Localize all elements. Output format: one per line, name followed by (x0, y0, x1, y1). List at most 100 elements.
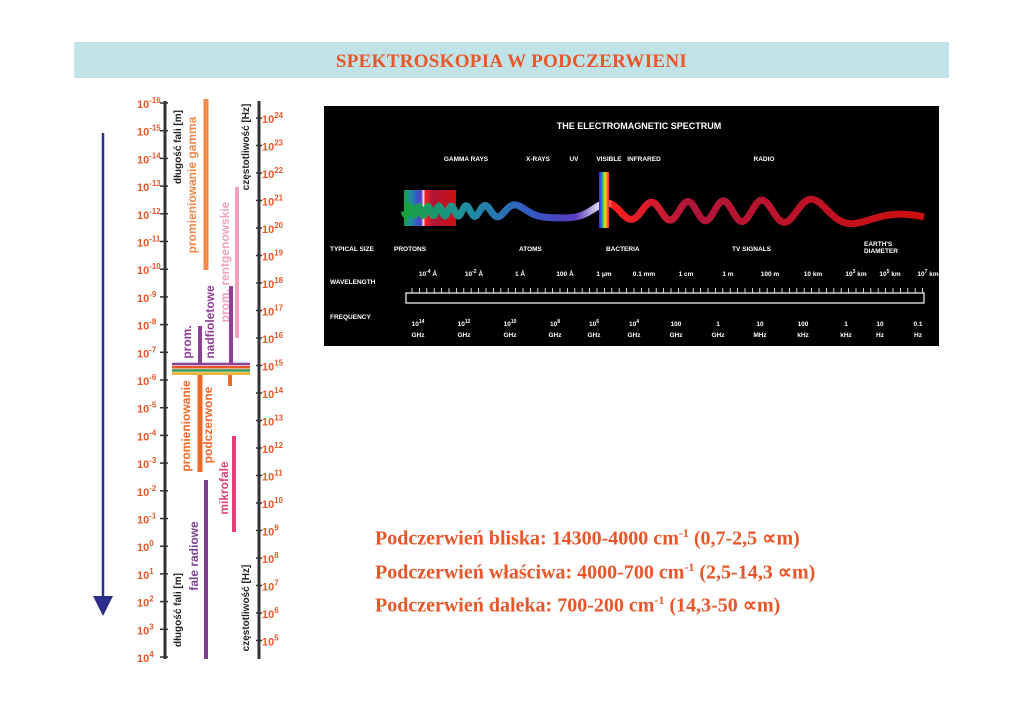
frequency-unit: Hz (914, 332, 923, 339)
wavelength-tick-label: 10-4 (137, 428, 157, 443)
wavelength-frequency-scale: 10-16 10-15 10-14 10-13 10-12 10-11 10-10 10-9 1… (93, 96, 284, 665)
wavelength-tick-label: 10-15 (137, 124, 161, 139)
wavelength-tick-label: 10-16 (137, 96, 161, 111)
wavelength-value: 1 m (722, 271, 733, 278)
wavelength-value: 100 m (761, 271, 780, 278)
frequency-value: 104 (629, 319, 639, 328)
frequency-tick-label: 1019 (262, 249, 284, 264)
frequency-tick-label: 1020 (262, 221, 284, 236)
visible-strip (599, 172, 609, 228)
ir-label-1: promieniowanie (179, 380, 193, 472)
wavelength-tick-label: 10-9 (137, 290, 157, 305)
frequency-row-label: FREQUENCY (330, 314, 371, 321)
xray-label: prom. rentgenowskie (218, 201, 232, 322)
em-spectrum-diagram: THE ELECTROMAGNETIC SPECTRUM GAMMA RAYS X-… (330, 121, 939, 339)
microwave-label: mikrofale (217, 461, 231, 515)
title-banner: SPEKTROSKOPIA W PODCZERWIENI (74, 42, 949, 78)
em-region-label: VISIBLE (596, 156, 622, 163)
wavelength-tick-label: 101 (137, 567, 154, 582)
page-title: SPEKTROSKOPIA W PODCZERWIENI (335, 51, 688, 72)
wavelength-value: 100 Å (556, 269, 574, 278)
frequency-tick-label: 1021 (262, 194, 284, 209)
em-spectrum-panel: THE ELECTROMAGNETIC SPECTRUM GAMMA RAYS X-… (324, 106, 939, 346)
typical-size-label: TYPICAL SIZE (330, 246, 375, 253)
uv-label: nadfioletowe (203, 285, 217, 359)
frequency-unit: GHz (712, 332, 726, 339)
wavelength-tick-label: 10-12 (137, 207, 161, 222)
wavelength-tick-label: 10-13 (137, 179, 161, 194)
wavelength-value: 10-2 Å (465, 269, 483, 278)
frequency-unit: kHz (797, 332, 809, 339)
frequency-tick-label: 1016 (262, 331, 284, 346)
ir-label-2: podczerwone (201, 386, 215, 463)
wavelength-tick-label: 10-8 (137, 318, 157, 333)
wavelength-value: 1 Å (515, 269, 525, 278)
frequency-tick-label: 107 (262, 579, 279, 594)
frequency-value: 100 (671, 321, 682, 328)
wavelength-axis-label-top: długość fali [m] (173, 110, 184, 184)
wavelength-tick-label: 10-7 (137, 345, 157, 360)
em-region-label: RADIO (754, 156, 775, 163)
wavelength-tick-label: 10-1 (137, 512, 157, 527)
ir-range-mid: Podczerwień właściwa: 4000-700 cm-1 (2,5… (375, 559, 816, 584)
size-label: EARTH'S (864, 241, 893, 248)
frequency-unit: GHz (670, 332, 684, 339)
frequency-value: 10 (876, 321, 884, 328)
frequency-tick-label: 105 (262, 634, 279, 649)
wavelength-value: 107 km (917, 269, 938, 278)
frequency-unit: GHz (504, 332, 518, 339)
wavelength-tick-label: 10-14 (137, 151, 161, 166)
wavelength-value: 105 km (879, 269, 900, 278)
frequency-value: 106 (589, 319, 599, 328)
wavelength-tick-label: 10-6 (137, 373, 157, 388)
wavelength-value: 10-4 Å (419, 269, 437, 278)
wavelength-axis-label-bottom: długość fali [m] (173, 573, 184, 647)
size-label: BACTERIA (606, 246, 640, 253)
frequency-value: 0.1 (913, 321, 922, 328)
wavelength-tick-label: 103 (137, 622, 154, 637)
frequency-tick-label: 1010 (262, 496, 284, 511)
frequency-value: 1014 (412, 319, 425, 328)
frequency-tick-label: 1011 (262, 469, 283, 484)
size-label: PROTONS (394, 246, 427, 253)
frequency-unit: Hz (876, 332, 885, 339)
wavelength-tick-label: 10-11 (137, 235, 161, 250)
scale-bar (405, 292, 925, 304)
frequency-unit: GHz (549, 332, 563, 339)
frequency-tick-label: 106 (262, 606, 279, 621)
wavelength-tick-label: 10-10 (137, 262, 161, 277)
frequency-tick-label: 1022 (262, 166, 284, 181)
size-label: ATOMS (519, 246, 543, 253)
wavelength-tick-label: 10-2 (137, 484, 157, 499)
wavelength-tick-label: 104 (137, 650, 154, 665)
wavelength-tick-label: 102 (137, 595, 154, 610)
frequency-tick-label: 1017 (262, 304, 284, 319)
wavelength-value: 103 km (845, 269, 866, 278)
em-region-label: X-RAYS (526, 156, 551, 163)
wavelength-value: 1 cm (679, 271, 694, 278)
size-label: DIAMETER (864, 248, 898, 255)
wavelength-tick-label: 10-5 (137, 401, 157, 416)
em-title: THE ELECTROMAGNETIC SPECTRUM (557, 121, 722, 131)
em-region-label: GAMMA RAYS (444, 156, 489, 163)
frequency-tick-label: 1012 (262, 441, 284, 456)
frequency-unit: GHz (628, 332, 642, 339)
em-region-label: UV (569, 156, 579, 163)
wavelength-row-label: WAVELENGTH (330, 279, 376, 286)
frequency-value: 1010 (504, 319, 517, 328)
frequency-tick-label: 108 (262, 551, 279, 566)
wavelength-value: 1 μm (596, 271, 611, 278)
frequency-axis-label-top: częstotliwość [Hz] (241, 104, 252, 191)
gamma-label: promieniowanie gamma (185, 116, 199, 253)
frequency-tick-label: 1013 (262, 414, 284, 429)
wavelength-value: 10 km (804, 271, 823, 278)
size-label: TV SIGNALS (732, 246, 772, 253)
frequency-value: 1 (716, 321, 720, 328)
em-wave (400, 195, 925, 228)
uv-label-2: prom. (180, 325, 194, 358)
radio-label: fale radiowe (187, 521, 201, 591)
frequency-unit: MHz (753, 332, 767, 339)
ir-range-far: Podczerwień daleka: 700-200 cm-1 (14,3-5… (375, 593, 781, 617)
frequency-unit: kHz (840, 332, 852, 339)
wavelength-tick-label: 100 (137, 539, 154, 554)
